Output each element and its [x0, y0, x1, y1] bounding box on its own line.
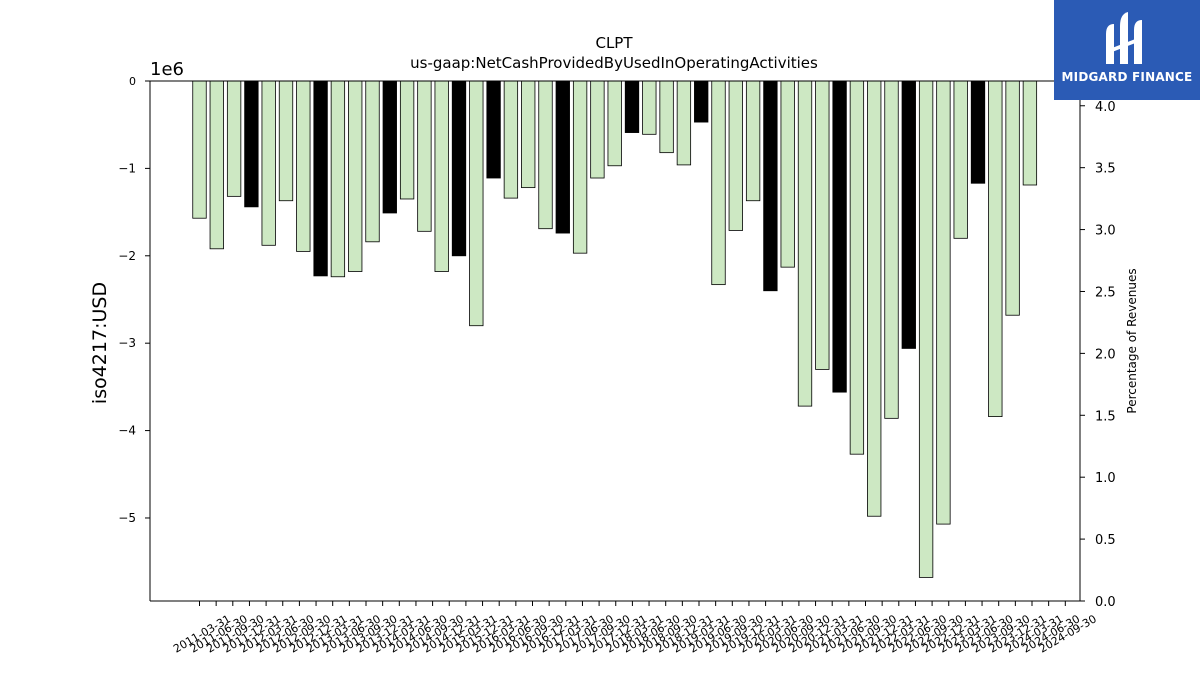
- chart-title: CLPT: [595, 34, 633, 52]
- bar: [382, 80, 397, 214]
- bar: [970, 80, 986, 184]
- bar: [261, 80, 276, 246]
- bar: [728, 80, 743, 231]
- bar: [330, 80, 346, 278]
- midgard-mark-icon: [1106, 12, 1142, 64]
- bar: [867, 80, 882, 517]
- y2-tick-label: 2.5: [1095, 285, 1116, 300]
- bar: [676, 80, 692, 166]
- bar: [503, 80, 519, 199]
- y2-tick-label: 2.0: [1095, 347, 1116, 362]
- y2-tick-label: 0.5: [1095, 533, 1116, 548]
- bar: [884, 80, 899, 419]
- bar: [711, 80, 726, 286]
- y2-axis-label: Percentage of Revenues: [1125, 268, 1139, 413]
- bar: [555, 80, 570, 234]
- logo: MIDGARD FINANCE: [1054, 0, 1200, 100]
- bar: [538, 80, 553, 230]
- bar: [469, 80, 484, 327]
- bar: [797, 80, 813, 407]
- bar: [849, 80, 865, 455]
- bar: [244, 80, 259, 208]
- bar: [313, 80, 328, 277]
- y-multiplier-label: 1e6: [150, 59, 184, 80]
- y-axis-label: iso4217:USD: [89, 282, 111, 404]
- bar: [901, 80, 916, 349]
- y2-tick-label: 3.0: [1095, 224, 1116, 239]
- bar: [815, 80, 830, 370]
- bar: [451, 80, 467, 257]
- y2-tick-label: 4.0: [1095, 100, 1116, 115]
- y2-tick-label: 1.5: [1095, 409, 1116, 424]
- bar: [745, 80, 761, 202]
- bar: [226, 80, 242, 197]
- bar: [936, 80, 951, 525]
- bar: [988, 80, 1003, 418]
- bar: [918, 80, 934, 578]
- bar: [953, 80, 968, 239]
- bar: [486, 80, 501, 179]
- bar: [624, 80, 640, 133]
- bar: [659, 80, 674, 154]
- bar: [209, 80, 224, 250]
- y-tick-label: −3: [118, 336, 136, 350]
- bar: [607, 80, 622, 167]
- bar: [642, 80, 657, 135]
- bar: [780, 80, 795, 268]
- y-tick-label: −5: [118, 511, 136, 525]
- y-tick-label: −4: [118, 424, 136, 438]
- bar: [296, 80, 311, 252]
- y2-tick-label: 0.0: [1095, 595, 1116, 610]
- bar: [521, 80, 536, 189]
- bar: [832, 80, 847, 393]
- y2-tick-label: 3.5: [1095, 162, 1116, 177]
- bar: [572, 80, 588, 254]
- bar: [1022, 80, 1038, 186]
- bar: [763, 80, 778, 292]
- bar: [434, 80, 449, 272]
- bar: [417, 80, 432, 232]
- bar: [590, 80, 605, 179]
- bar: [399, 80, 415, 200]
- chart-subtitle: us-gaap:NetCashProvidedByUsedInOperating…: [410, 54, 818, 72]
- bar: [694, 80, 709, 123]
- bar: [365, 80, 380, 243]
- bar: [278, 80, 294, 202]
- y2-tick-label: 1.0: [1095, 471, 1116, 486]
- bar: [1005, 80, 1020, 316]
- y-tick-label: 0: [129, 75, 136, 88]
- y-tick-label: −2: [118, 249, 136, 263]
- logo-text: MIDGARD FINANCE: [1061, 70, 1193, 84]
- bar: [192, 80, 207, 219]
- y-tick-label: −1: [118, 161, 136, 175]
- bar: [348, 80, 363, 272]
